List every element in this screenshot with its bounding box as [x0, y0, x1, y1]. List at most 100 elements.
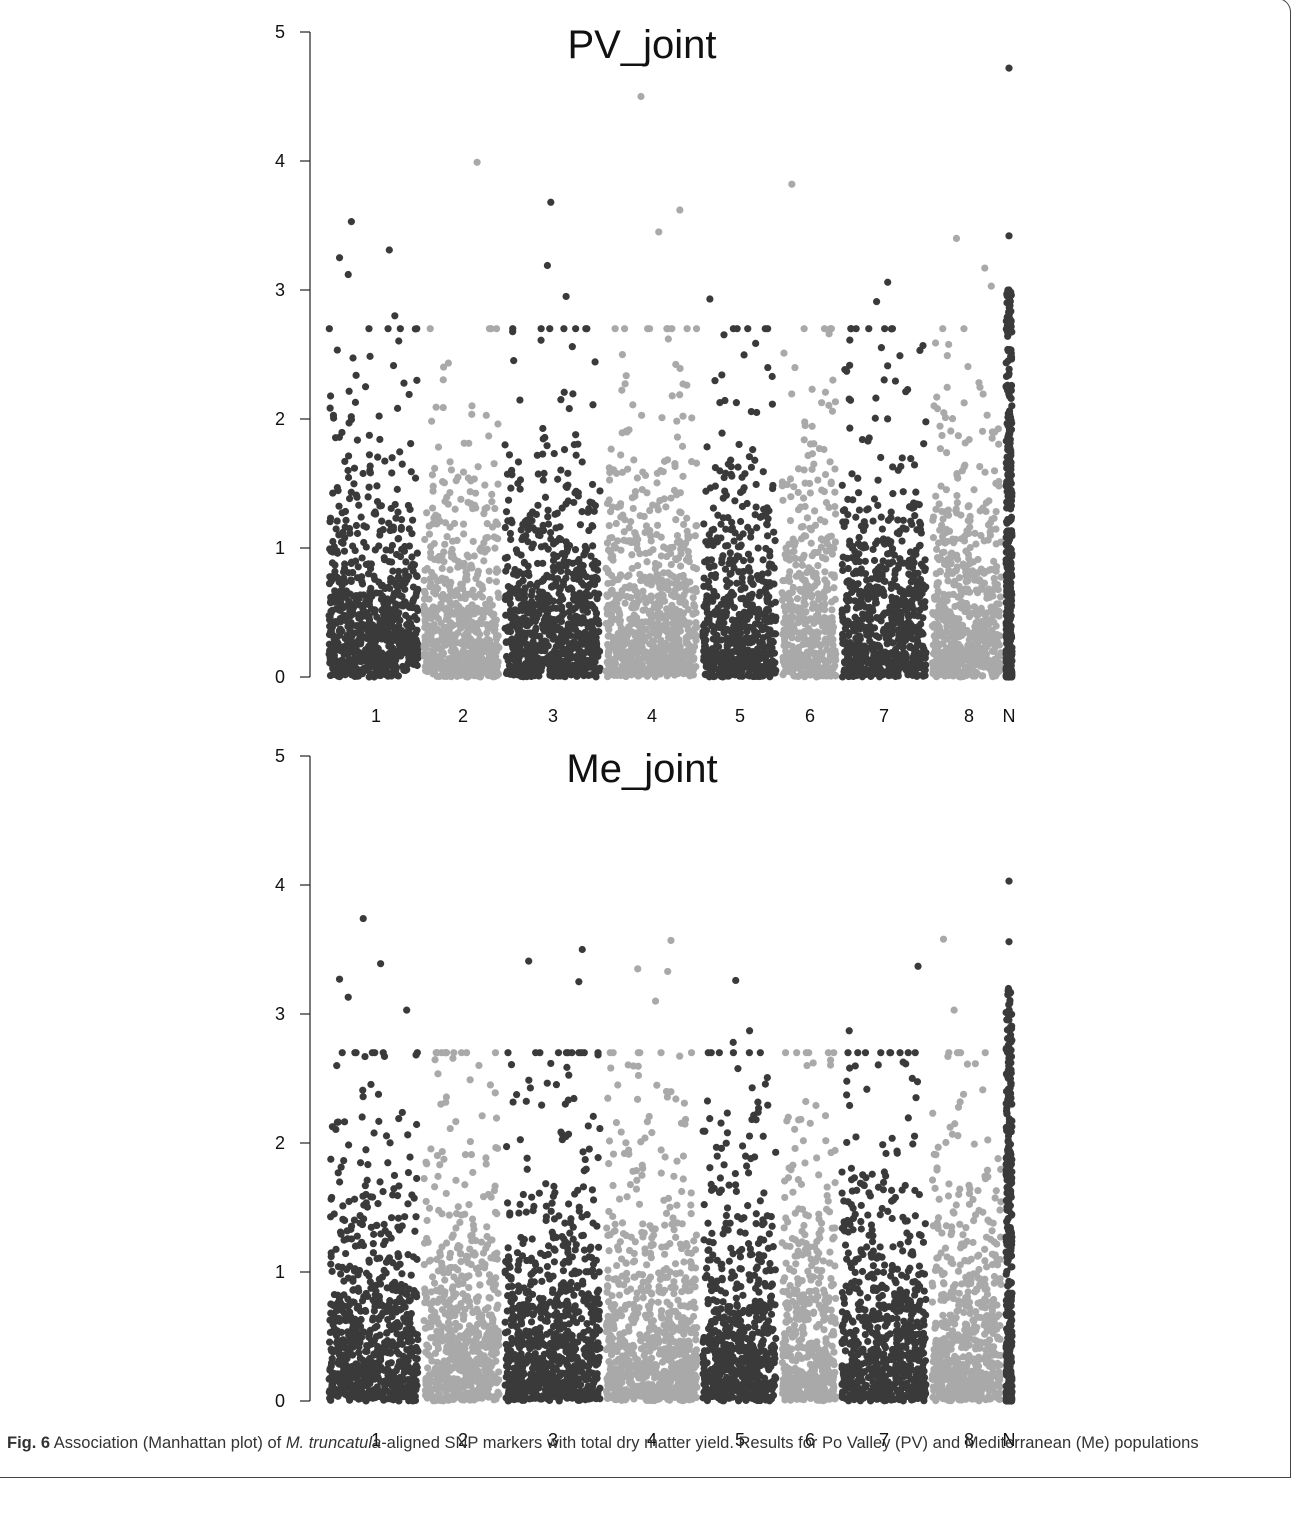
- snp-point: [689, 563, 698, 572]
- snp-point: [335, 502, 343, 510]
- snp-point: [613, 596, 621, 604]
- snp-point: [839, 566, 847, 575]
- snp-point: [458, 606, 466, 614]
- snp-point: [350, 480, 358, 488]
- snp-point: [806, 489, 814, 497]
- snp-point: [771, 598, 779, 606]
- snp-point: [838, 560, 846, 569]
- snp-point: [906, 571, 914, 579]
- snp-point: [846, 361, 854, 369]
- snp-point: [403, 646, 411, 655]
- snp-point: [896, 352, 904, 360]
- snp-point: [513, 661, 522, 669]
- snp-point: [610, 466, 618, 474]
- snp-point: [595, 620, 603, 628]
- snp-point: [749, 446, 757, 454]
- snp-point: [898, 454, 906, 462]
- snp-point: [657, 638, 665, 646]
- snp-point: [446, 489, 454, 497]
- snp-point: [468, 639, 476, 648]
- snp-point: [852, 325, 860, 333]
- snp-point: [482, 534, 490, 542]
- snp-point: [529, 603, 537, 611]
- snp-point: [881, 540, 889, 548]
- snp-point: [737, 595, 745, 603]
- snp-point: [657, 467, 665, 475]
- snp-point: [540, 469, 548, 477]
- snp-point: [618, 587, 626, 595]
- snp-point: [759, 468, 767, 476]
- snp-point: [844, 564, 852, 573]
- snp-point: [705, 562, 713, 571]
- snp-point: [733, 552, 741, 560]
- snp-point: [329, 489, 337, 497]
- snp-point: [518, 666, 526, 674]
- snp-point: [722, 525, 730, 533]
- snp-point: [372, 653, 381, 661]
- snp-point: [370, 628, 378, 636]
- snp-point: [764, 606, 773, 614]
- snp-point: [690, 600, 698, 609]
- snp-point: [540, 526, 548, 535]
- snp-point: [475, 662, 483, 670]
- snp-point: [603, 604, 611, 613]
- snp-point: [885, 662, 893, 670]
- snp-point: [423, 564, 431, 573]
- snp-point: [739, 530, 747, 538]
- snp-point: [587, 552, 595, 560]
- snp-point: [406, 619, 415, 628]
- snp-point: [352, 371, 360, 379]
- snp-point: [340, 670, 348, 678]
- snp-point: [866, 622, 874, 630]
- snp-point: [407, 563, 415, 571]
- snp-point: [653, 521, 662, 529]
- snp-point: [440, 623, 448, 632]
- snp-point: [654, 506, 662, 514]
- snp-point: [706, 664, 714, 672]
- snp-point: [899, 516, 907, 524]
- snp-point: [385, 624, 393, 632]
- snp-point: [731, 497, 739, 505]
- snp-point: [660, 543, 668, 551]
- snp-point: [608, 503, 617, 511]
- snp-point: [756, 672, 764, 680]
- snp-point: [345, 387, 353, 395]
- snp-point: [435, 556, 443, 564]
- snp-point: [367, 584, 375, 592]
- snp-point: [531, 617, 539, 625]
- snp-point: [363, 626, 371, 634]
- snp-point: [646, 607, 655, 615]
- snp-point: [791, 554, 800, 563]
- snp-point: [791, 363, 799, 372]
- snp-point: [630, 656, 638, 665]
- snp-point: [799, 494, 808, 502]
- snp-point: [488, 498, 496, 506]
- snp-point: [495, 593, 503, 602]
- snp-point: [460, 559, 468, 567]
- snp-point: [560, 657, 569, 666]
- snp-point: [485, 576, 493, 585]
- snp-point: [560, 325, 568, 333]
- snp-point: [549, 604, 557, 612]
- snp-point: [332, 638, 340, 646]
- snp-point: [699, 628, 707, 636]
- snp-point: [339, 539, 347, 547]
- snp-point: [851, 627, 860, 635]
- snp-point: [808, 604, 817, 612]
- snp-point: [723, 625, 731, 634]
- snp-point: [420, 576, 428, 584]
- snp-point: [350, 464, 359, 472]
- snp-point: [457, 580, 465, 588]
- snp-point: [554, 574, 562, 583]
- snp-point: [855, 533, 863, 542]
- snp-point: [746, 567, 754, 575]
- snp-point: [502, 638, 510, 646]
- snp-point: [944, 577, 952, 585]
- snp-point: [534, 470, 542, 478]
- snp-point: [616, 616, 624, 625]
- snp-point: [401, 634, 409, 642]
- snp-point: [676, 537, 684, 545]
- snp-point: [861, 570, 870, 578]
- snp-point: [492, 518, 500, 526]
- snp-point: [840, 668, 848, 676]
